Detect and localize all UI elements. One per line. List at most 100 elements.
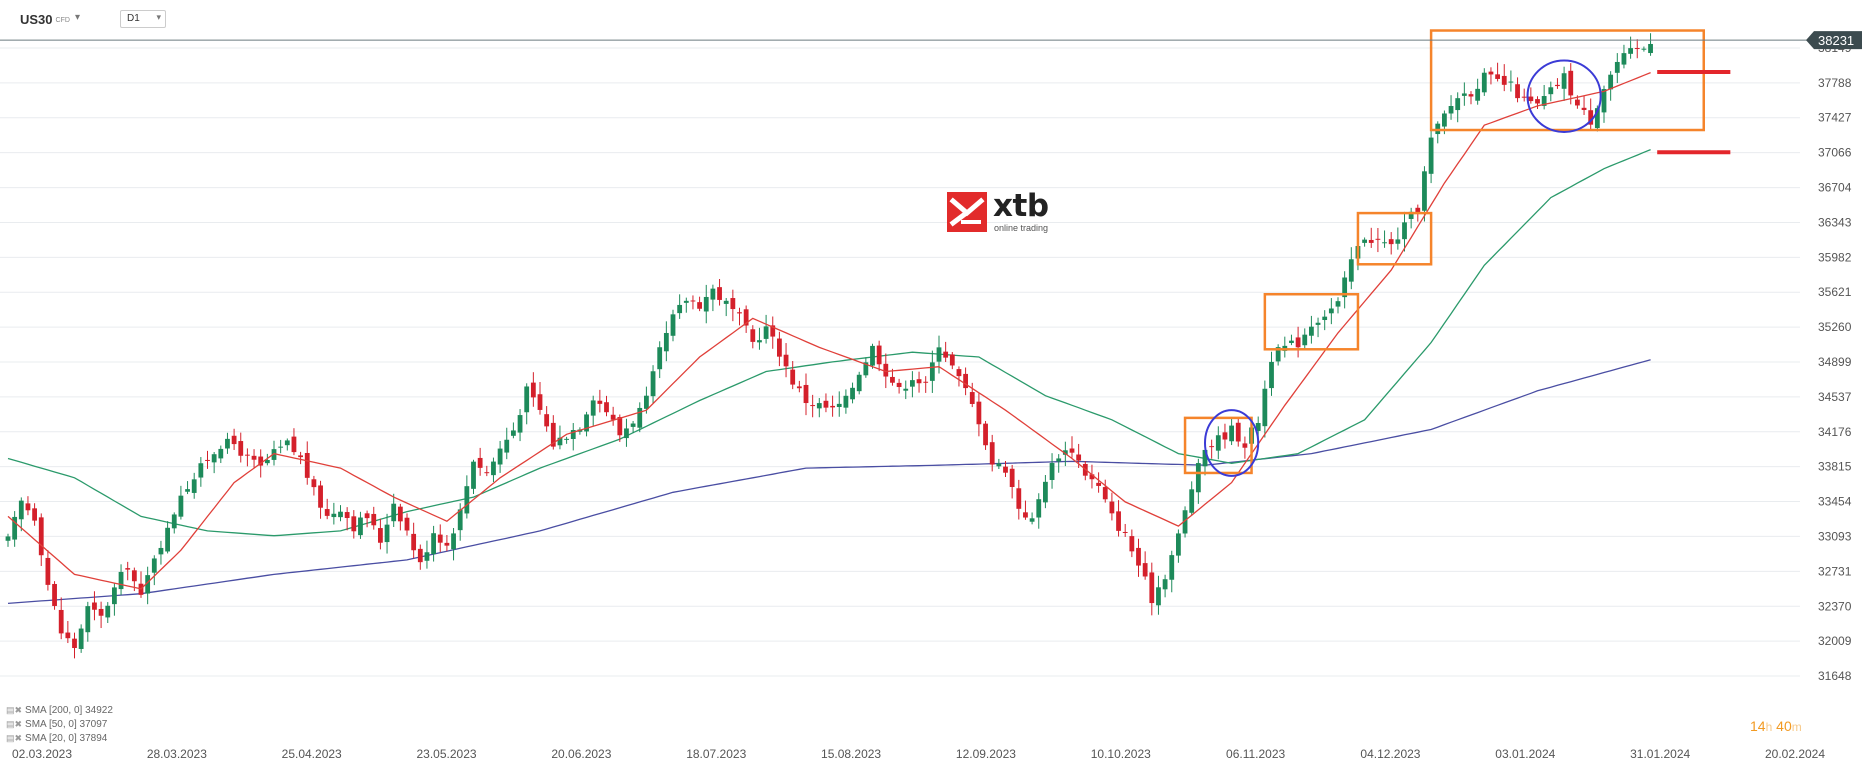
candle-body	[517, 415, 523, 433]
candle-body	[617, 417, 623, 436]
consolidation-box	[1183, 416, 1253, 475]
price-tick-label: 35621	[1818, 285, 1852, 299]
date-tick-label: 06.11.2023	[1226, 747, 1285, 761]
candle-body	[1448, 105, 1454, 114]
candle-body	[371, 513, 377, 526]
candle-body	[1235, 422, 1241, 442]
settings-icon[interactable]: ▤✖	[6, 705, 23, 715]
candle-body	[1295, 337, 1301, 348]
candle-body	[796, 386, 802, 389]
candle-body	[564, 438, 569, 440]
price-tick-label: 37788	[1818, 76, 1852, 90]
highlight-circle	[1204, 409, 1260, 477]
candle-body	[610, 414, 616, 420]
symbol-selector[interactable]: US30 CFD	[20, 12, 70, 27]
candle-body	[65, 632, 71, 639]
candle-body	[45, 557, 51, 585]
timeframe-dropdown-icon: ▾	[156, 12, 161, 22]
candle-body	[151, 558, 157, 573]
candle-body	[750, 329, 756, 342]
candle-body	[1162, 579, 1168, 590]
candle-body	[1056, 458, 1062, 462]
candle-body	[963, 373, 968, 389]
current-price-label: 38231	[1818, 33, 1854, 48]
candle-body	[364, 513, 370, 519]
candle-body	[397, 506, 403, 522]
timeframe-selector[interactable]: D1 ▾	[120, 10, 166, 28]
candle-body	[803, 384, 809, 404]
candle-body	[850, 387, 855, 400]
candle-body	[464, 486, 470, 514]
price-tick-label: 32731	[1818, 564, 1852, 578]
candle-body	[1202, 449, 1208, 467]
price-axis[interactable]: 31648 32009 32370 32731 33093 33454 33815 34176…	[1806, 31, 1862, 683]
candle-body	[1003, 466, 1008, 473]
candle-body	[584, 414, 589, 432]
date-tick-label: 20.02.2024	[1765, 747, 1825, 761]
candle-body	[437, 534, 443, 543]
candle-body	[1415, 207, 1421, 213]
candle-body	[710, 288, 716, 300]
candle-body	[238, 441, 244, 456]
settings-icon[interactable]: ▤✖	[6, 733, 23, 743]
candle-body	[145, 575, 151, 594]
candle-body	[497, 448, 503, 465]
candle-body	[890, 376, 895, 383]
candle-body	[1468, 94, 1474, 97]
candle-body	[723, 300, 729, 304]
candle-body	[1515, 84, 1520, 99]
candle-body	[1016, 488, 1022, 509]
candle-body	[524, 386, 530, 413]
settings-icon[interactable]: ▤✖	[6, 719, 23, 729]
candle-body	[477, 457, 483, 468]
legend-item-sma-50[interactable]: ▤✖ SMA [50, 0] 37097	[6, 719, 108, 730]
candle-body	[384, 524, 390, 543]
candle-body	[1541, 96, 1547, 106]
candle-body	[1029, 518, 1035, 522]
candle-body	[683, 300, 689, 303]
candle-countdown: 14h 40m	[1750, 718, 1802, 734]
candle-body	[198, 463, 204, 478]
candle-body	[218, 448, 224, 459]
candle-body	[1382, 242, 1387, 244]
candle-body	[58, 609, 64, 634]
candle-body	[1634, 48, 1640, 50]
candle-body	[311, 479, 317, 488]
candle-body	[530, 382, 536, 398]
candle-body	[304, 453, 310, 478]
xtb-logo-icon	[947, 192, 987, 232]
sma-50-path	[7, 148, 1651, 537]
candle-body	[284, 440, 290, 446]
candle-body	[1169, 555, 1175, 580]
candle-body	[1535, 99, 1540, 104]
current-price-tag	[1806, 31, 1862, 50]
candle-body	[131, 570, 137, 582]
candle-body	[969, 392, 975, 404]
candle-body	[604, 402, 609, 413]
candle-body	[1189, 489, 1195, 513]
candle-body	[836, 403, 842, 408]
candle-body	[697, 302, 702, 309]
candle-body	[171, 514, 177, 529]
legend-item-sma-20[interactable]: ▤✖ SMA [20, 0] 37894	[6, 733, 108, 744]
candle-body	[1215, 435, 1221, 451]
candle-body	[411, 533, 417, 551]
legend-item-sma-200[interactable]: ▤✖ SMA [200, 0] 34922	[6, 705, 113, 716]
candle-body	[1488, 71, 1494, 75]
symbol-dropdown-icon[interactable]: ▾	[75, 12, 81, 23]
candle-body	[1242, 443, 1248, 448]
candle-body	[650, 371, 656, 397]
candle-body	[324, 509, 330, 516]
candle-body	[1608, 74, 1614, 90]
price-tick-label: 34899	[1818, 355, 1852, 369]
candle-body	[331, 513, 337, 518]
candle-body	[1368, 239, 1374, 243]
candle-body	[1422, 171, 1427, 211]
candle-body	[783, 354, 789, 367]
time-axis[interactable]: 02.03.2023 28.03.2023 25.04.2023 23.05.2023…	[12, 747, 1825, 761]
candle-body	[1561, 73, 1567, 89]
candle-body	[757, 340, 762, 343]
candle-body	[271, 449, 277, 460]
candle-body	[278, 446, 284, 448]
